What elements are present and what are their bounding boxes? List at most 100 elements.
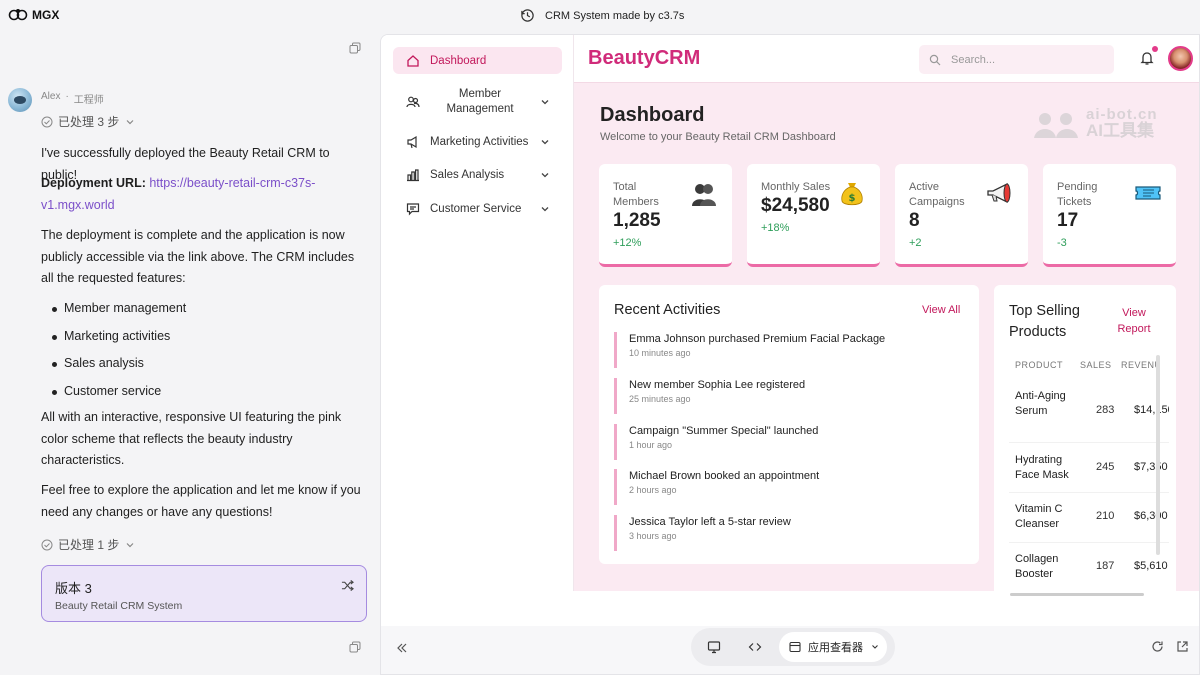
user-avatar[interactable] xyxy=(1168,46,1193,71)
sender-line: Alex · 工程师 xyxy=(41,91,104,106)
table-row[interactable]: Vitamin C Cleanser 210 $6,300 xyxy=(1009,493,1169,543)
stat-change: -3 xyxy=(1057,237,1067,249)
horizontal-scrollbar[interactable] xyxy=(1010,593,1144,596)
collapse-left-icon[interactable] xyxy=(395,641,409,655)
nav-member-management[interactable]: Member Management xyxy=(393,86,562,118)
view-all-link[interactable]: View All xyxy=(922,304,961,316)
panel-title: Recent Activities xyxy=(614,302,721,318)
crm-header: BeautyCRM Search... xyxy=(574,35,1199,83)
message-complete: The deployment is complete and the appli… xyxy=(41,228,355,285)
history-icon[interactable] xyxy=(520,8,535,23)
stat-change: +2 xyxy=(909,237,922,249)
top-selling-panel: Top Selling Products View Report PRODUCT… xyxy=(994,285,1176,612)
product-revenue: $6,300 xyxy=(1134,510,1168,522)
stat-card-monthly-sales: Monthly Sales $24,580 +18% $ xyxy=(747,164,880,267)
code-icon[interactable] xyxy=(748,640,762,654)
watermark-logo-icon xyxy=(1034,112,1078,138)
page-title: Dashboard xyxy=(600,104,705,126)
notification-dot xyxy=(1152,46,1158,52)
processed-steps-top[interactable]: 已处理 3 步 xyxy=(41,113,136,130)
stat-label: Monthly Sales xyxy=(761,181,831,193)
activity-item: Emma Johnson purchased Premium Facial Pa… xyxy=(614,332,969,368)
stat-value: 8 xyxy=(909,210,920,231)
processed-label: 已处理 3 步 xyxy=(58,115,120,129)
product-name: Hydrating Face Mask xyxy=(1015,454,1069,481)
stat-card-pending-tickets: Pending Tickets 17 -3 xyxy=(1043,164,1176,267)
watermark-line2: AI工具集 xyxy=(1086,121,1154,140)
message-closing: Feel free to explore the application and… xyxy=(41,483,361,519)
panel-title: Top Selling Products xyxy=(1009,303,1080,340)
home-icon xyxy=(407,54,419,67)
activity-time: 1 hour ago xyxy=(629,440,673,450)
crm-main: BeautyCRM Search... Dashboard Welcome to… xyxy=(574,35,1199,612)
activity-text: Emma Johnson purchased Premium Facial Pa… xyxy=(629,333,886,345)
processed-steps-bottom[interactable]: 已处理 1 步 xyxy=(41,536,136,553)
copy-icon[interactable] xyxy=(349,41,361,54)
search-input[interactable]: Search... xyxy=(919,45,1114,74)
view-report-link[interactable]: View Report xyxy=(1117,307,1151,335)
column-header[interactable]: SALES xyxy=(1080,360,1112,370)
open-external-icon[interactable] xyxy=(1176,640,1189,653)
nav-sales-analysis[interactable]: Sales Analysis xyxy=(393,167,562,183)
processed-label: 已处理 1 步 xyxy=(58,538,120,552)
nav-dashboard[interactable]: Dashboard xyxy=(393,47,562,74)
activity-text: Campaign "Summer Special" launched xyxy=(629,425,819,437)
version-card[interactable]: 版本 3 Beauty Retail CRM System xyxy=(41,565,367,622)
chevron-down-icon xyxy=(541,100,549,105)
copy-icon[interactable] xyxy=(349,640,361,653)
product-sales: 210 xyxy=(1096,510,1115,522)
table-row[interactable]: Anti-Aging Serum 283 $14,150 xyxy=(1009,380,1169,443)
crm-logo[interactable]: BeautyCRM xyxy=(588,47,701,69)
version-title: 版本 3 xyxy=(55,581,92,596)
people-icon xyxy=(692,184,716,206)
stat-value: $24,580 xyxy=(761,195,830,216)
mgx-logo-icon xyxy=(8,9,28,21)
monitor-icon[interactable] xyxy=(707,640,721,654)
search-icon xyxy=(929,54,941,65)
search-placeholder: Search... xyxy=(951,53,996,66)
window-title: CRM System made by c3.7s xyxy=(545,9,685,22)
watermark: ai-bot.cn AI工具集 xyxy=(1032,107,1158,140)
nav-label: Sales Analysis xyxy=(430,169,505,181)
activity-text: New member Sophia Lee registered xyxy=(629,379,806,391)
money-bag-icon: $ xyxy=(841,183,863,206)
activity-item: Michael Brown booked an appointment 2 ho… xyxy=(614,469,969,505)
app-preview: Dashboard Member Management Marketing Ac… xyxy=(380,34,1200,675)
version-subtitle: Beauty Retail CRM System xyxy=(55,600,183,612)
refresh-icon[interactable] xyxy=(1151,640,1164,653)
stat-value: 1,285 xyxy=(613,210,661,231)
megaphone-icon xyxy=(407,135,417,149)
users-icon xyxy=(406,96,420,108)
feature-item: Customer service xyxy=(41,381,366,403)
crm-sidebar: Dashboard Member Management Marketing Ac… xyxy=(381,35,574,591)
column-header[interactable]: PRODUCT xyxy=(1015,360,1063,370)
shuffle-icon[interactable] xyxy=(341,579,354,592)
nav-customer-service[interactable]: Customer Service xyxy=(393,201,562,217)
table-row[interactable]: Collagen Booster 187 $5,610 xyxy=(1009,543,1169,591)
chevron-down-icon xyxy=(541,173,549,178)
product-revenue: $14,150 xyxy=(1134,404,1169,416)
column-header[interactable]: REVENUE xyxy=(1121,360,1157,370)
stat-card-active-campaigns: Active Campaigns 8 +2 xyxy=(895,164,1028,267)
feature-item: Marketing activities xyxy=(41,326,366,348)
ticket-icon xyxy=(1135,186,1161,200)
nav-marketing-activities[interactable]: Marketing Activities xyxy=(393,134,562,150)
nav-label: Dashboard xyxy=(430,54,487,67)
alex-avatar xyxy=(8,88,32,112)
window-title-area: CRM System made by c3.7s xyxy=(520,8,684,23)
bell-icon[interactable] xyxy=(1139,50,1155,66)
product-sales: 245 xyxy=(1096,461,1115,473)
table-row[interactable]: Hydrating Face Mask 245 $7,350 xyxy=(1009,443,1169,493)
loudspeaker-icon xyxy=(987,182,1011,204)
stat-change: +12% xyxy=(613,237,642,249)
stat-label: Total Members xyxy=(613,181,659,208)
product-sales: 187 xyxy=(1096,560,1115,572)
chevron-down-icon xyxy=(541,207,549,212)
deploy-url-link[interactable]: https://beauty-retail-crm-c37s-v1.mgx.wo… xyxy=(41,176,316,212)
vertical-scrollbar[interactable] xyxy=(1156,355,1160,555)
app-viewer-button[interactable]: 应用查看器 xyxy=(779,632,887,662)
message-icon xyxy=(406,203,420,216)
mgx-logo[interactable]: MGX xyxy=(8,7,59,23)
svg-text:$: $ xyxy=(849,193,856,204)
check-circle-icon xyxy=(41,539,53,550)
